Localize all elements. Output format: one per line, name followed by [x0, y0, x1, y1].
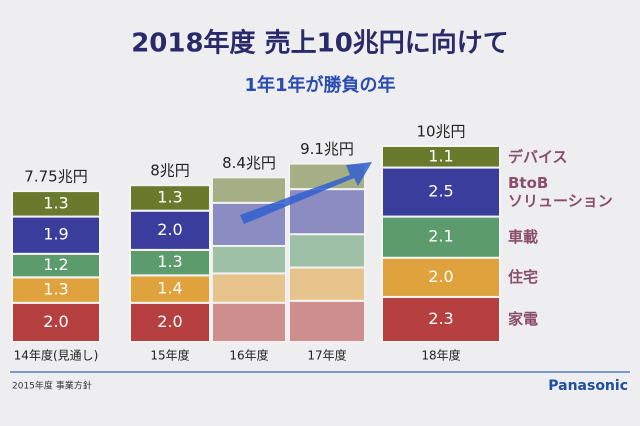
legend-label: 車載	[508, 228, 539, 247]
value-label: 2.3	[428, 309, 453, 328]
growth-arrow	[240, 162, 372, 224]
x-tick-label: 18年度	[421, 348, 460, 363]
value-label: 2.1	[428, 227, 453, 246]
total-label: 7.75兆円	[24, 168, 87, 186]
value-label: 1.9	[43, 225, 68, 244]
bar-segment	[129, 209, 211, 251]
bar-segment	[11, 276, 101, 304]
bar-segment	[211, 301, 287, 343]
bar-segment	[129, 184, 211, 212]
bar-segment	[288, 233, 366, 269]
total-label: 9.1兆円	[300, 140, 354, 158]
legend-label: 家電	[508, 310, 539, 329]
value-label: 2.0	[428, 267, 453, 286]
bar-segment	[381, 256, 501, 298]
value-label: 1.3	[43, 280, 68, 299]
footer-left: 2015年度 事業方針	[12, 380, 92, 392]
bar-segment	[129, 301, 211, 343]
value-label: 1.3	[157, 252, 182, 271]
x-tick-label: 17年度	[307, 348, 346, 363]
total-label: 8.4兆円	[222, 154, 276, 172]
bar-segment	[129, 248, 211, 277]
chart-subtitle: 1年1年が勝負の年	[244, 74, 395, 96]
total-label: 10兆円	[416, 123, 465, 141]
bar-segment	[11, 190, 101, 218]
bar-segment	[211, 176, 287, 204]
footer-logo: Panasonic	[548, 378, 628, 394]
value-label: 1.3	[43, 193, 68, 212]
legend-label: 住宅	[508, 268, 539, 287]
bar-segment	[11, 215, 101, 255]
bar-segment	[211, 244, 287, 275]
legend-label: BtoB ソリューション	[508, 174, 613, 211]
value-label: 1.3	[157, 187, 182, 206]
bar-segment	[211, 272, 287, 304]
value-label: 2.0	[43, 312, 68, 331]
x-tick-label: 16年度	[229, 348, 268, 363]
bar-segment	[11, 301, 101, 343]
value-label: 1.4	[157, 279, 182, 298]
chart-title: 2018年度 売上10兆円に向けて	[131, 28, 509, 59]
x-tick-label: 14年度(見通し)	[14, 348, 99, 363]
legend-label: デバイス	[508, 147, 568, 166]
bar-segment	[288, 299, 366, 343]
value-label: 1.1	[428, 146, 453, 165]
value-label: 2.0	[157, 220, 182, 239]
x-tick-label: 15年度	[150, 348, 189, 363]
bar-segment	[288, 266, 366, 302]
bar-segment	[381, 145, 501, 169]
bar-segment	[381, 215, 501, 259]
total-label: 8兆円	[150, 162, 190, 180]
value-label: 2.0	[157, 312, 182, 331]
value-label: 1.2	[43, 255, 68, 274]
bar-segment	[381, 166, 501, 218]
value-label: 2.5	[428, 182, 453, 201]
bar-segment	[381, 295, 501, 344]
